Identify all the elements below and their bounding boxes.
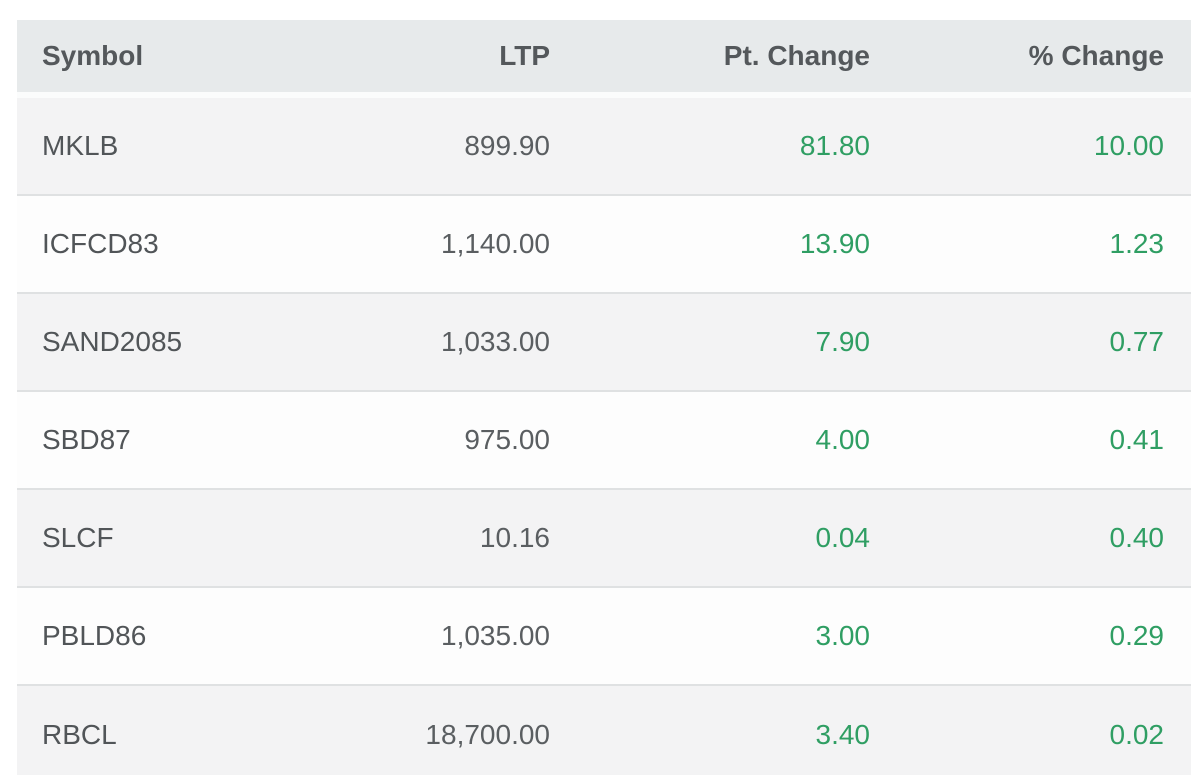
symbol-cell: SAND2085: [17, 294, 350, 392]
pct_change-cell: 0.41: [885, 392, 1191, 490]
table-row[interactable]: PBLD86 1,035.00 3.00 0.29: [17, 588, 1191, 686]
pt_change-cell: 13.90: [565, 196, 885, 294]
column-header-ltp[interactable]: LTP: [350, 20, 565, 98]
column-header-pct_change[interactable]: % Change: [885, 20, 1191, 98]
ltp-cell: 975.00: [350, 392, 565, 490]
header-row: Symbol LTP Pt. Change% Change: [17, 20, 1191, 98]
pt_change-cell: 7.90: [565, 294, 885, 392]
pt_change-cell: 0.04: [565, 490, 885, 588]
pct_change-cell: 1.23: [885, 196, 1191, 294]
ltp-cell: 1,033.00: [350, 294, 565, 392]
table-row[interactable]: MKLB 899.90 81.80 10.00: [17, 98, 1191, 196]
pt_change-cell: 3.00: [565, 588, 885, 686]
pt_change-cell: 4.00: [565, 392, 885, 490]
pt_change-cell: 3.40: [565, 686, 885, 775]
symbol-cell: RBCL: [17, 686, 350, 775]
ltp-cell: 1,140.00: [350, 196, 565, 294]
column-header-pt_change[interactable]: Pt. Change: [565, 20, 885, 98]
table-row[interactable]: SBD87 975.00 4.00 0.41: [17, 392, 1191, 490]
pct_change-cell: 0.77: [885, 294, 1191, 392]
ltp-cell: 10.16: [350, 490, 565, 588]
table-row[interactable]: SLCF 10.16 0.04 0.40: [17, 490, 1191, 588]
ltp-cell: 899.90: [350, 98, 565, 196]
column-header-symbol[interactable]: Symbol: [17, 20, 350, 98]
symbol-cell: MKLB: [17, 98, 350, 196]
table-header: Symbol LTP Pt. Change% Change: [17, 20, 1191, 98]
symbol-cell: PBLD86: [17, 588, 350, 686]
table-row[interactable]: RBCL 18,700.00 3.40 0.02: [17, 686, 1191, 775]
pct_change-cell: 0.40: [885, 490, 1191, 588]
pct_change-cell: 0.02: [885, 686, 1191, 775]
table-row[interactable]: SAND2085 1,033.00 7.90 0.77: [17, 294, 1191, 392]
symbol-cell: SLCF: [17, 490, 350, 588]
pct_change-cell: 10.00: [885, 98, 1191, 196]
stock-price-table: Symbol LTP Pt. Change% Change MKLB 899.90 81…: [17, 20, 1191, 775]
table-body: MKLB 899.90 81.80 10.00 ICFCD83 1,140.00 13.90…: [17, 98, 1191, 775]
symbol-cell: SBD87: [17, 392, 350, 490]
symbol-cell: ICFCD83: [17, 196, 350, 294]
pt_change-cell: 81.80: [565, 98, 885, 196]
ltp-cell: 18,700.00: [350, 686, 565, 775]
ltp-cell: 1,035.00: [350, 588, 565, 686]
table-row[interactable]: ICFCD83 1,140.00 13.90 1.23: [17, 196, 1191, 294]
pct_change-cell: 0.29: [885, 588, 1191, 686]
